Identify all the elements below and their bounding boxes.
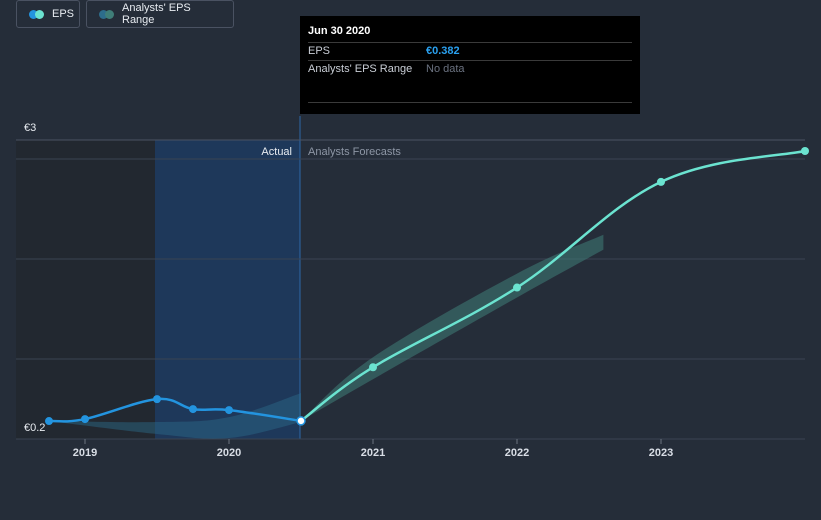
tooltip-divider xyxy=(308,102,632,103)
forecast-eps-line xyxy=(300,149,806,422)
tooltip-range-label: Analysts' EPS Range xyxy=(308,63,413,75)
forecast-eps-point[interactable] xyxy=(657,177,665,186)
actual-eps-point[interactable] xyxy=(153,395,161,404)
tooltip-row-eps: EPS €0.382 xyxy=(308,42,632,60)
eps-legend-icon xyxy=(29,9,44,19)
x-tick-label: 2022 xyxy=(505,447,529,459)
actual-eps-point[interactable] xyxy=(81,415,89,424)
legend-range-label: Analysts' EPS Range xyxy=(122,2,191,26)
legend-eps-label: EPS xyxy=(52,8,75,20)
x-tick-label: 2023 xyxy=(649,447,673,459)
actual-label: Actual xyxy=(261,146,292,158)
tooltip-eps-value: €0.382 xyxy=(426,45,460,57)
hover-tooltip: Jun 30 2020 EPS €0.382 Analysts' EPS Ran… xyxy=(300,16,640,114)
y-tick-bottom: €0.2 xyxy=(24,422,45,434)
actual-eps-point[interactable] xyxy=(225,406,233,415)
gridlines xyxy=(16,139,805,440)
tooltip-eps-label: EPS xyxy=(308,45,331,57)
tooltip-range-value: No data xyxy=(426,63,465,75)
x-tick-label: 2021 xyxy=(361,447,385,459)
past-highlight xyxy=(155,140,300,439)
legend-eps-button[interactable]: EPS xyxy=(16,0,80,28)
actual-eps-point[interactable] xyxy=(296,416,306,426)
x-tick-label: 2019 xyxy=(73,447,97,459)
forecast-eps-range-band xyxy=(301,234,604,421)
x-axis-ticks: 2019 2020 2021 2022 2023 xyxy=(73,439,673,459)
actual-eps-point[interactable] xyxy=(45,417,53,426)
range-legend-icon xyxy=(99,9,114,19)
forecast-eps-point[interactable] xyxy=(369,363,377,372)
forecast-eps-point[interactable] xyxy=(801,146,809,155)
forecast-label: Analysts Forecasts xyxy=(308,146,401,158)
actual-eps-point[interactable] xyxy=(189,405,197,414)
tooltip-date: Jun 30 2020 xyxy=(308,25,371,37)
past-eps-range-band xyxy=(49,393,301,439)
forecast-eps-point[interactable] xyxy=(513,283,521,292)
eps-points xyxy=(45,146,809,426)
legend-range-button[interactable]: Analysts' EPS Range xyxy=(86,0,234,28)
y-tick-top: €3 xyxy=(24,122,36,134)
x-tick-label: 2020 xyxy=(217,447,241,459)
tooltip-row-range: Analysts' EPS Range No data xyxy=(308,60,632,78)
